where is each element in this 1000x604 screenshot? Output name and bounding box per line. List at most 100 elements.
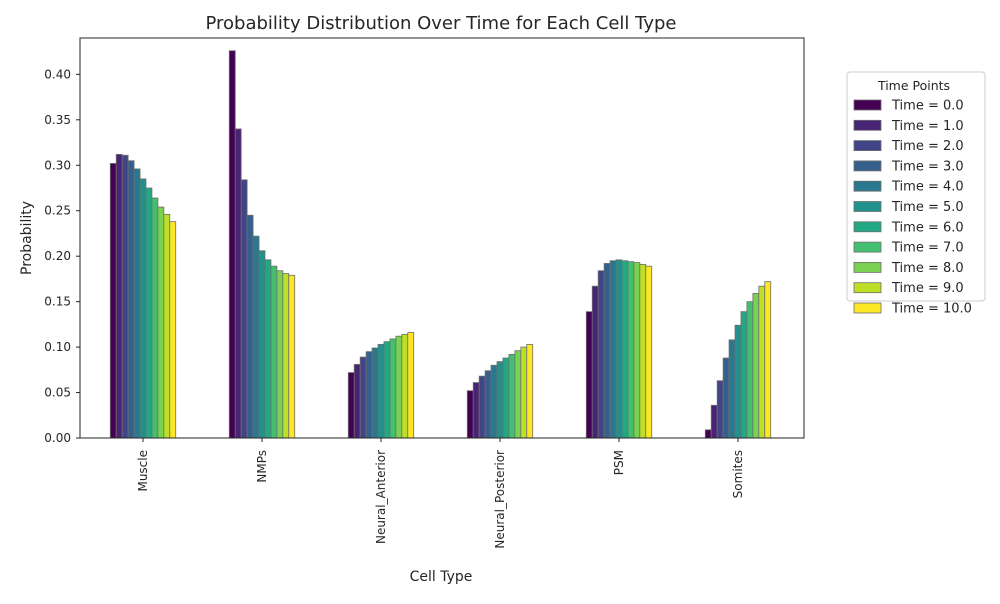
bar: [526, 343, 534, 439]
legend-swatch: [853, 99, 882, 111]
bar: [389, 338, 397, 439]
bar: [401, 333, 409, 439]
chart-title: Probability Distribution Over Time for E…: [205, 13, 676, 34]
legend-swatch: [853, 261, 882, 273]
plot-frame: [79, 37, 805, 439]
legend-swatch: [853, 282, 882, 294]
legend-label: Time = 2.0: [891, 139, 964, 154]
bar: [121, 154, 129, 439]
bar: [252, 235, 260, 439]
y-tick-label: 0.05: [44, 386, 71, 400]
bar: [163, 213, 171, 439]
bar: [365, 351, 373, 439]
legend-label: Time = 6.0: [891, 220, 964, 235]
legend-label: Time = 7.0: [891, 241, 964, 256]
bar: [597, 270, 605, 439]
y-tick-label: 0.40: [44, 67, 71, 81]
bar: [746, 301, 754, 439]
legend-label: Time = 4.0: [891, 180, 964, 195]
bar: [228, 50, 236, 439]
legend-frame: [846, 71, 986, 302]
x-tick-label: Neural_Posterior: [493, 450, 507, 549]
bar: [615, 259, 623, 439]
y-axis-title: Probability: [19, 201, 35, 275]
y-tick-label: 0.15: [44, 295, 71, 309]
bar: [288, 274, 296, 439]
bar: [514, 350, 522, 439]
legend-swatch: [853, 180, 882, 192]
bar: [740, 311, 748, 439]
x-tick-label: Somites: [731, 450, 745, 498]
bar: [359, 356, 367, 439]
bar: [484, 370, 492, 439]
bar: [591, 285, 599, 439]
legend-swatch: [853, 140, 882, 152]
bar: [478, 375, 486, 439]
legend-items: Time = 0.0 Time = 1.0 Time = 2.0 Time = 3.0…: [853, 99, 972, 317]
bar: [764, 281, 772, 439]
bar: [609, 260, 617, 439]
y-tick-label: 0.35: [44, 113, 71, 127]
bar: [133, 168, 141, 439]
bar: [645, 265, 653, 439]
bar: [145, 187, 153, 439]
bar: [472, 382, 480, 439]
bar: [246, 214, 254, 439]
legend: Time Points Time = 0.0 Time = 1.0 Time = 2…: [846, 71, 986, 317]
bar: [276, 270, 284, 439]
bar: [603, 263, 611, 439]
legend-label: Time = 3.0: [891, 159, 964, 174]
bar: [490, 364, 498, 439]
bar: [258, 250, 266, 439]
bar: [127, 160, 135, 439]
legend-swatch: [853, 201, 882, 212]
bar: [758, 285, 766, 439]
bar: [502, 357, 510, 439]
x-tick-label: Muscle: [136, 450, 150, 492]
bar: [395, 335, 403, 439]
bar: [157, 206, 165, 439]
bar: [264, 259, 272, 439]
bar: [151, 197, 159, 439]
legend-swatch: [853, 241, 882, 253]
legend-label: Time = 9.0: [891, 281, 964, 296]
legend-swatch: [853, 302, 882, 314]
bar: [633, 262, 641, 439]
x-tick-label: PSM: [612, 450, 626, 475]
bar: [496, 361, 504, 439]
y-tick-label: 0.25: [44, 204, 71, 218]
x-tick-label: NMPs: [255, 450, 269, 483]
bar: [752, 293, 760, 439]
bar: [371, 347, 379, 439]
bar: [347, 372, 355, 439]
bar: [109, 163, 117, 439]
y-tick-label: 0.20: [44, 249, 71, 263]
x-tick-label: Neural_Anterior: [374, 450, 388, 544]
legend-swatch: [853, 119, 882, 131]
bars-layer: [109, 50, 772, 439]
bar: [240, 179, 248, 439]
y-tick-label: 0.30: [44, 158, 71, 172]
legend-label: Time = 8.0: [891, 261, 964, 276]
bar: [377, 343, 385, 439]
bar: [353, 363, 361, 439]
bar: [234, 128, 242, 439]
legend-label: Time = 1.0: [891, 119, 964, 134]
bar: [508, 353, 516, 439]
bar: [169, 221, 177, 439]
bar: [722, 357, 730, 439]
y-axis-ticks: 0.00 0.05 0.10 0.15 0.20 0.25 0.30 0.35 0.40: [44, 67, 80, 445]
legend-label: Time = 10.0: [891, 302, 972, 317]
legend-label: Time = 0.0: [891, 99, 964, 114]
bar: [407, 332, 415, 439]
bar: [270, 265, 278, 439]
y-tick-label: 0.10: [44, 340, 71, 354]
legend-swatch: [853, 160, 882, 172]
y-tick-label: 0.00: [44, 431, 71, 445]
bar: [639, 263, 647, 439]
bar: [621, 260, 629, 439]
bar: [115, 153, 123, 439]
bar: [728, 339, 736, 439]
legend-title: Time Points: [877, 78, 950, 93]
